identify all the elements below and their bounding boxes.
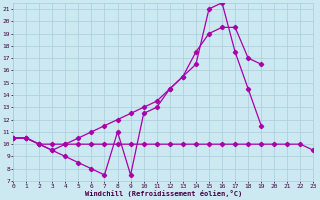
X-axis label: Windchill (Refroidissement éolien,°C): Windchill (Refroidissement éolien,°C) xyxy=(84,190,242,197)
